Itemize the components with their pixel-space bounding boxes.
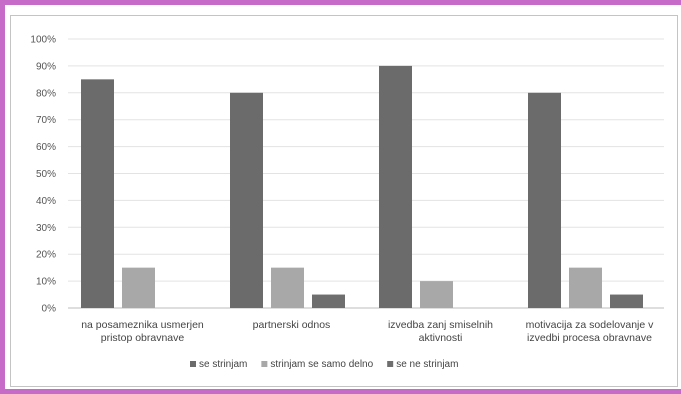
bar-se-ne-strinjam-2 <box>312 294 345 308</box>
y-tick-label: 0% <box>42 304 57 315</box>
bar-strinjam-se-samo-delno-1 <box>122 267 155 308</box>
chart-panel <box>10 15 678 387</box>
y-tick-label: 70% <box>36 115 56 126</box>
y-tick-label: 20% <box>36 250 56 261</box>
bar-se-strinjam-2 <box>230 92 263 308</box>
bars <box>81 65 643 309</box>
legend-label: se ne strinjam <box>396 359 458 370</box>
gridlines <box>68 38 664 309</box>
y-tick-label: 80% <box>36 88 56 99</box>
legend-swatch <box>387 361 394 367</box>
bar-se-strinjam-4 <box>528 92 561 308</box>
y-tick-label: 10% <box>36 277 56 288</box>
legend-swatch <box>261 361 268 367</box>
legend: se strinjam strinjam se samo delno se ne s… <box>190 359 458 370</box>
category-label: motivacija za sodelovanje v <box>526 319 655 331</box>
legend-swatch <box>190 361 196 367</box>
y-tick-label: 60% <box>36 142 56 153</box>
y-tick-label: 30% <box>36 223 56 234</box>
y-tick-label: 100% <box>30 35 56 46</box>
bar-se-ne-strinjam-4 <box>610 294 643 308</box>
category-label: na posameznika usmerjen <box>81 319 204 331</box>
bar-se-strinjam-3 <box>379 65 412 309</box>
legend-label: se strinjam <box>199 359 247 370</box>
category-label: partnerski odnos <box>253 319 331 331</box>
y-tick-label: 90% <box>36 61 56 72</box>
category-label: pristop obravnave <box>101 332 185 344</box>
bar-strinjam-se-samo-delno-4 <box>569 267 602 308</box>
y-tick-label: 40% <box>36 196 56 207</box>
bar-se-strinjam-1 <box>81 79 114 308</box>
bar-strinjam-se-samo-delno-3 <box>420 281 453 308</box>
bar-strinjam-se-samo-delno-2 <box>271 267 304 308</box>
y-tick-label: 50% <box>36 169 56 180</box>
legend-label: strinjam se samo delno <box>270 359 373 370</box>
category-label: izvedbi procesa obravnave <box>527 332 652 344</box>
y-axis-tick-labels: 0% 10% 20% 30% 40% 50% 60% 70% 80% 90% 100% <box>30 35 56 315</box>
category-label: aktivnosti <box>419 332 463 344</box>
category-label: izvedba zanj smiselnih <box>388 319 493 331</box>
